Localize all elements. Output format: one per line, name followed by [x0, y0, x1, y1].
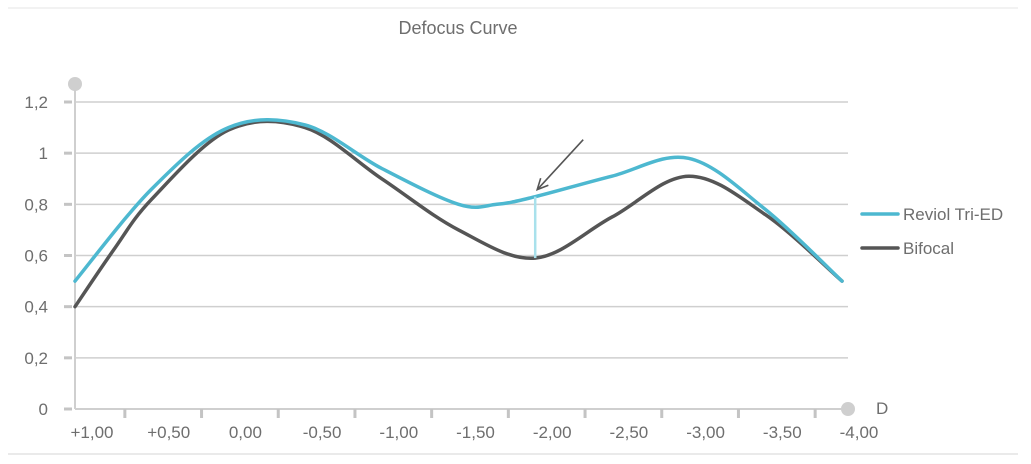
x-tick-label: -1,00: [379, 423, 418, 442]
y-tick-label: 0,2: [24, 349, 48, 368]
y-tick-label: 0,6: [24, 247, 48, 266]
y-tick-mark: [64, 305, 72, 309]
y-tick-label: 0: [39, 400, 48, 419]
y-tick-label: 0,4: [24, 298, 48, 317]
y-tick-mark: [64, 407, 72, 411]
x-tick-label: -0,50: [303, 423, 342, 442]
x-tick-label: -3,50: [763, 423, 802, 442]
x-tick-label: +0,50: [147, 423, 190, 442]
series-line-reviol-tri-ed: [73, 118, 844, 283]
x-tick-label: -1,50: [456, 423, 495, 442]
x-tick-label: +1,00: [70, 423, 113, 442]
annotation: [533, 139, 584, 259]
x-tick-mark: [736, 409, 740, 418]
x-axis-end-dot: [841, 402, 855, 416]
x-tick-mark: [276, 409, 280, 418]
series-lines: [73, 118, 844, 309]
x-tick-mark: [583, 409, 587, 418]
legend: Reviol Tri-ED Bifocal: [860, 205, 1003, 258]
x-tick-label: -2,00: [533, 423, 572, 442]
y-tick-label: 0,8: [24, 195, 48, 214]
x-tick-mark: [660, 409, 664, 418]
x-tick-mark: [506, 409, 510, 418]
chart-title: Defocus Curve: [398, 18, 517, 38]
y-tick-mark: [64, 100, 72, 104]
y-tick-label: 1,2: [24, 93, 48, 112]
x-tick-label: -3,00: [686, 423, 725, 442]
x-tick-mark: [353, 409, 357, 418]
axes: [68, 77, 855, 416]
arrow-shaft: [536, 139, 584, 191]
x-tick-label: -2,50: [610, 423, 649, 442]
x-tick-label: 0,00: [229, 423, 262, 442]
legend-label-reviol-tri-ed: Reviol Tri-ED: [903, 205, 1003, 224]
arrow-head: [535, 177, 549, 192]
x-tick-mark: [123, 409, 127, 418]
x-axis-label: D: [876, 399, 888, 418]
y-axis-ticks: 0 0,2 0,4 0,6 0,8 1 1,2: [24, 93, 72, 419]
y-tick-mark: [64, 151, 72, 155]
legend-label-bifocal: Bifocal: [903, 239, 954, 258]
y-tick-mark: [64, 254, 72, 257]
y-tick-mark: [64, 202, 72, 206]
x-tick-mark: [200, 409, 204, 418]
y-tick-label: 1: [39, 144, 48, 163]
x-axis-ticks: +1,00 +0,50 0,00 -0,50 -1,00 -1,50 -2,00 -2,50 -…: [70, 409, 878, 442]
y-axis-end-dot: [68, 77, 82, 91]
y-tick-mark: [64, 356, 72, 360]
x-tick-mark: [430, 409, 434, 418]
series-line-bifocal: [73, 119, 844, 309]
x-tick-mark: [813, 409, 817, 418]
x-tick-label: -4,00: [840, 423, 879, 442]
